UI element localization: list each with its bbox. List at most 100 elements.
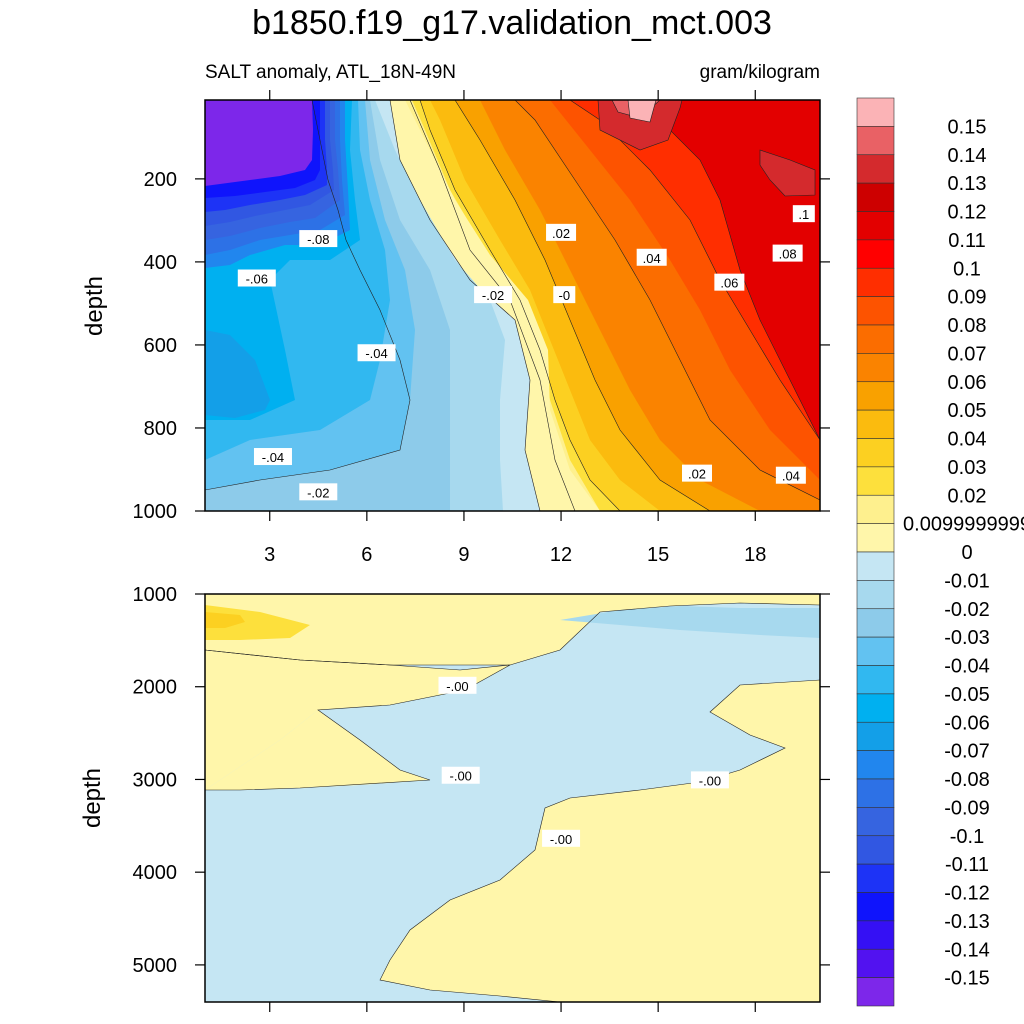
fill-region-0-left (205, 650, 510, 790)
contour-label-text: -.06 (246, 272, 268, 287)
units-subtitle: gram/kilogram (699, 62, 820, 83)
contour-labels: -.08 -.06 -.04 -.04 -.02 -.02 -0 .02 .04 .06 .08 .1… (237, 205, 815, 847)
colorbar-swatch (856, 778, 895, 808)
colorbar-label: 0.0099999999 (903, 514, 1024, 536)
colorbar-swatch (856, 97, 895, 127)
contour-label-text: -.00 (550, 832, 572, 847)
contour-line-0 (205, 100, 541, 511)
contour-label-box (237, 269, 276, 287)
lower-y-tick-label: 1000 (133, 584, 178, 606)
fill-region--0.07 (205, 330, 270, 418)
colorbar-label: 0.06 (948, 372, 987, 394)
contour-label: -.04 (253, 448, 292, 466)
upper-panel-frame (204, 99, 821, 512)
contour-label-text: -.08 (307, 232, 329, 247)
contour-label: -.04 (357, 344, 396, 362)
contour-label-text: -.00 (450, 769, 472, 784)
fill-region-0.13-right (759, 149, 816, 197)
colorbar-label: 0.07 (948, 343, 987, 365)
contour-label: -0 (553, 286, 576, 304)
lower-y-tick-label: 4000 (133, 862, 178, 884)
contour-label-box (253, 448, 292, 466)
contour-line-0.04 (454, 100, 711, 511)
colorbar-label: 0 (961, 542, 972, 564)
x-tick-label: 9 (458, 544, 469, 566)
colorbar-swatch (856, 324, 895, 354)
fill-region-0.03 (205, 612, 245, 628)
x-tick-label: 18 (744, 544, 766, 566)
contour-label: .02 (682, 464, 712, 482)
contour-label: .04 (636, 248, 667, 266)
colorbar-label: -0.14 (944, 939, 990, 961)
colorbar-label: -0.03 (944, 627, 990, 649)
colorbar-swatch (856, 523, 895, 553)
lower-panel-frame (204, 593, 821, 1003)
contour-label: .04 (775, 466, 806, 484)
contour-label: -.00 (690, 771, 729, 789)
contour-label-text: .02 (552, 226, 570, 241)
contour-label-box (299, 483, 338, 501)
contour-label-box (542, 829, 581, 847)
lower-y-tick-label: 3000 (133, 769, 178, 791)
contour-label-box (690, 771, 729, 789)
colorbar-label: 0.08 (948, 315, 987, 337)
contour-label: .06 (714, 273, 745, 291)
variable-subtitle: SALT anomaly, ATL_18N-49N (205, 62, 456, 83)
contour-label-text: -.02 (307, 485, 329, 500)
x-tick-label: 3 (264, 544, 275, 566)
x-tick-label: 6 (361, 544, 372, 566)
colorbar-label: -0.02 (944, 599, 990, 621)
colorbar-label: -0.07 (944, 741, 990, 763)
contour-label: .08 (772, 244, 803, 262)
lower-y-axis-title: depth (79, 768, 106, 828)
contour-label-box (474, 286, 513, 304)
colorbar-swatch (856, 665, 895, 695)
colorbar-swatch (856, 807, 895, 837)
contour-label-text: -.04 (262, 450, 284, 465)
colorbar-swatch (856, 721, 895, 751)
colorbar-swatch (856, 977, 895, 1007)
colorbar-label: -0.09 (944, 797, 990, 819)
contour-label-box (682, 464, 712, 482)
colorbar-label: -0.11 (945, 854, 989, 876)
contour-label: -.00 (441, 766, 480, 784)
chart-title: b1850.f19_g17.validation_mct.003 (252, 4, 772, 42)
colorbar-swatch (856, 892, 895, 922)
contour-label-box (441, 766, 480, 784)
colorbar-swatch (856, 863, 895, 893)
colorbar-swatch (856, 182, 895, 212)
colorbar-label: -0.13 (944, 911, 990, 933)
contour-label-box (553, 286, 576, 304)
fill-region-0.04 (410, 100, 710, 511)
contour-label: .02 (546, 223, 577, 241)
fill-region-0 (390, 100, 600, 511)
colorbar-swatch (856, 920, 895, 950)
contour-label-box (775, 466, 806, 484)
colorbar-swatch (856, 636, 895, 666)
contour-label: -.00 (542, 829, 581, 847)
colorbar-swatch (856, 551, 895, 581)
contour-label-text: -.00 (446, 679, 468, 694)
colorbar-swatch (856, 948, 895, 978)
contour-label-text: -.00 (699, 773, 721, 788)
colorbar-swatch (856, 580, 895, 610)
colorbar-swatch (856, 608, 895, 638)
colorbar-label: -0.08 (944, 769, 990, 791)
fill-region-0.15 (627, 100, 657, 123)
contour-line-0.06 (514, 100, 820, 501)
contour-label-text: -0 (559, 288, 571, 303)
contour-label-text: .1 (798, 207, 809, 222)
colorbar-swatch (856, 296, 895, 326)
x-tick-label: 12 (550, 544, 572, 566)
contour-label-box (546, 223, 577, 241)
colorbar-label: -0.04 (944, 656, 990, 678)
colorbar-label: 0.05 (948, 400, 987, 422)
contour-label: -.02 (474, 286, 513, 304)
colorbar-swatch (856, 353, 895, 383)
contour-line-0-right (379, 679, 820, 1002)
fill-region-0-top (205, 594, 820, 665)
colorbar-label: 0.02 (948, 485, 987, 507)
colorbar-swatch (856, 211, 895, 241)
colorbar-label: -0.06 (944, 712, 990, 734)
